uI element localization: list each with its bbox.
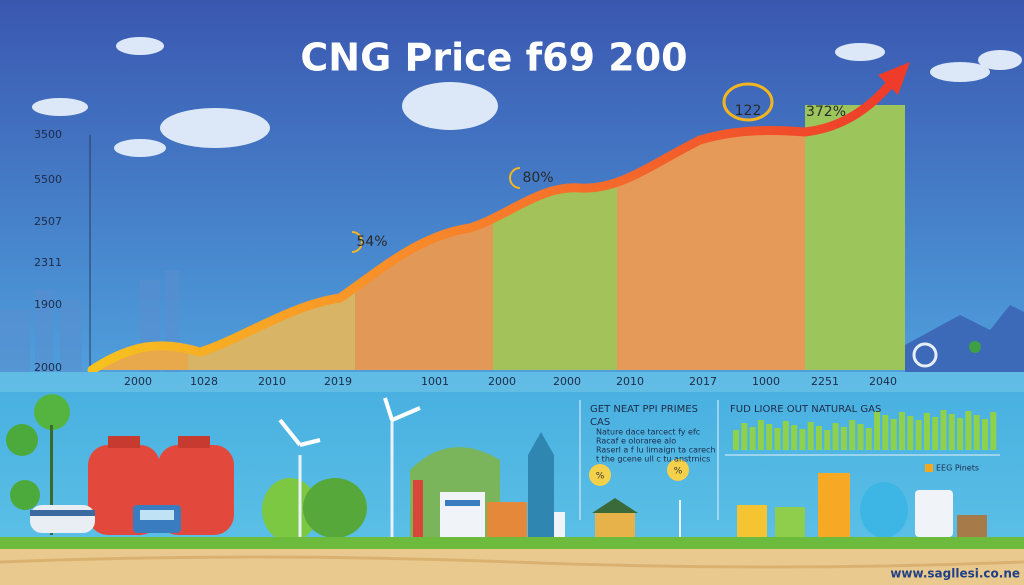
- deco-bar: [807, 422, 814, 450]
- deco-bar: [733, 430, 739, 450]
- illustrations: [6, 394, 987, 542]
- deco-bar: [899, 412, 905, 450]
- fan-icon: [912, 342, 938, 368]
- x-axis-label: 1028: [190, 375, 218, 388]
- x-axis-label: 2019: [324, 375, 352, 388]
- deco-bar: [791, 425, 798, 450]
- deco-bar: [890, 419, 897, 450]
- grass: [0, 537, 1024, 549]
- y-axis-label: 2507: [34, 215, 62, 228]
- deco-bar: [840, 427, 847, 450]
- deco-bar: [965, 411, 972, 450]
- x-axis-label: 2000: [124, 375, 152, 388]
- panel-bullet: Nature dace tarcect fy efc: [596, 428, 700, 437]
- annotation: 80%: [522, 170, 553, 186]
- deco-bar: [932, 417, 939, 450]
- x-axis-band: [0, 372, 1024, 392]
- deco-bar: [882, 415, 889, 450]
- panel-right-title: FUD LIORE OUT NATURAL GAS: [730, 404, 881, 415]
- deco-bar: [782, 421, 789, 450]
- area-band: [805, 105, 905, 370]
- deco-bar: [824, 430, 831, 450]
- annotation: 372%: [806, 104, 846, 120]
- marker: [351, 231, 363, 253]
- deco-bar: [857, 424, 864, 450]
- x-axis-label: 2017: [689, 375, 717, 388]
- deco-bar: [973, 415, 980, 450]
- deco-bar: [774, 428, 781, 450]
- legend-swatch: [925, 464, 933, 472]
- deco-bar: [749, 427, 756, 450]
- panel-bullet: Raserl a f lu limaign ta carech: [596, 446, 716, 455]
- annotation: 54%: [356, 234, 387, 250]
- x-axis-label: 2000: [488, 375, 516, 388]
- deco-bar: [990, 412, 997, 450]
- deco-bar: [832, 423, 839, 450]
- deco-bar: [874, 411, 881, 450]
- x-axis-label: 2010: [616, 375, 644, 388]
- deco-bar: [799, 429, 806, 450]
- y-axis-label: 2311: [34, 256, 62, 269]
- deco-bar: [907, 416, 914, 450]
- deco-bar: [865, 428, 872, 450]
- clouds: [32, 37, 1022, 157]
- y-axis-label: 1900: [34, 298, 62, 311]
- x-axis-label: 1001: [421, 375, 449, 388]
- tree: [969, 341, 981, 353]
- x-axis-label: 2251: [811, 375, 839, 388]
- y-axis-label: 2000: [34, 361, 62, 374]
- badge-label: %: [674, 467, 683, 477]
- panel-bullet: t the gcene ull c tu anstrnics: [596, 455, 710, 464]
- legend-label: EEG Pinets: [936, 464, 979, 473]
- deco-bar: [957, 418, 964, 450]
- panel-left-title: GET NEAT PPI PRIMES: [590, 404, 698, 415]
- x-axis-label: 2000: [553, 375, 581, 388]
- green-bars: [733, 410, 997, 450]
- deco-bar: [849, 420, 856, 450]
- x-axis-label: 2040: [869, 375, 897, 388]
- price-curve: [87, 73, 900, 375]
- panel-bullet: Racaf e oloraree alo: [596, 437, 676, 446]
- badge-label: %: [596, 472, 605, 482]
- deco-bar: [923, 413, 930, 450]
- panel-left-subtitle: CAS: [590, 417, 610, 428]
- title: CNG Price f69 200: [300, 36, 687, 80]
- badge: [667, 459, 689, 481]
- y-axis-label: 5500: [34, 173, 62, 186]
- y-axis-label: 3500: [34, 128, 62, 141]
- deco-bar: [915, 420, 922, 450]
- marker: [722, 82, 774, 122]
- ground-stripe: [0, 555, 1024, 569]
- badge: [589, 464, 611, 486]
- deco-bar: [816, 426, 822, 450]
- skyline: [0, 270, 179, 372]
- marker: [509, 167, 521, 189]
- x-axis-label: 1000: [752, 375, 780, 388]
- annotation: 122: [735, 103, 762, 119]
- deco-bar: [757, 420, 764, 450]
- deco-bar: [940, 410, 947, 450]
- deco-bar: [982, 419, 988, 450]
- arrow-head: [878, 62, 910, 95]
- x-axis-label: 2010: [258, 375, 286, 388]
- deco-bar: [766, 424, 773, 450]
- deco-bar: [741, 423, 748, 450]
- deco-bar: [948, 414, 955, 450]
- watermark: www.sagllesi.co.ne: [890, 567, 1020, 581]
